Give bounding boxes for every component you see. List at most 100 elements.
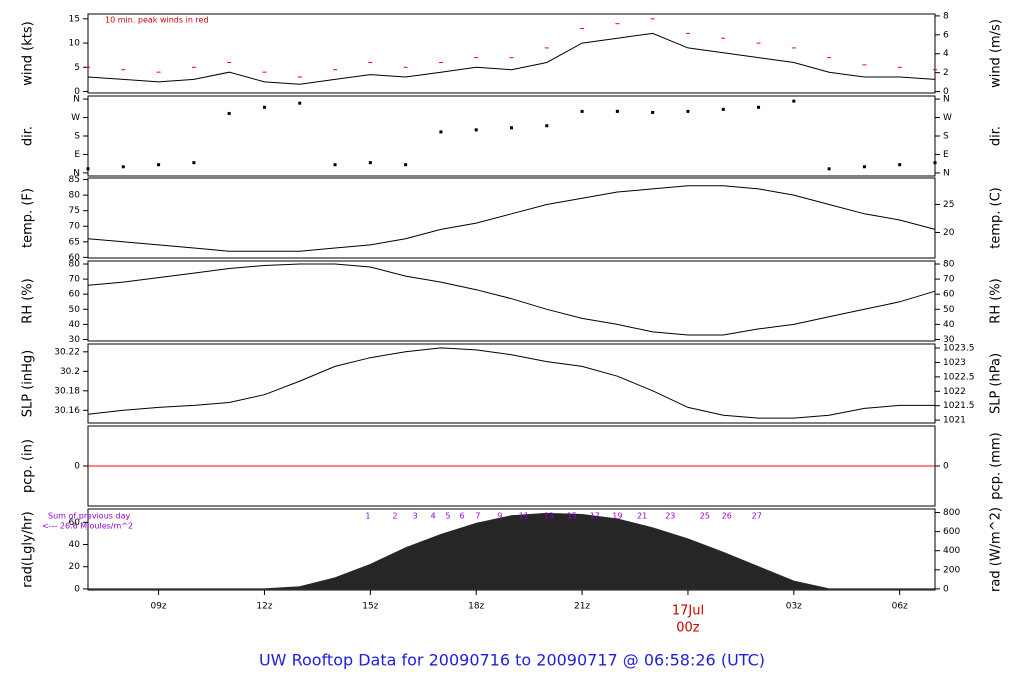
- hour-mark: 5: [445, 512, 450, 521]
- annotation: <--- 26.6 MJoules/m^2: [42, 522, 133, 531]
- data-point: [262, 71, 267, 73]
- data-point: [580, 28, 585, 30]
- y-axis-label: pcp. (in): [21, 439, 36, 493]
- data-point: [827, 57, 832, 59]
- panel-frame: [87, 13, 936, 94]
- x-tick-label: 21z: [574, 602, 590, 612]
- line: [87, 263, 936, 336]
- data-point: [474, 128, 478, 132]
- data-point: [721, 37, 726, 39]
- y-tick-label: 40: [69, 540, 81, 550]
- data-point: [227, 111, 231, 115]
- y-tick-label: 70: [69, 222, 81, 232]
- y2-tick-label: 80: [943, 260, 955, 270]
- data-point: [474, 57, 479, 59]
- data-point: [368, 61, 373, 63]
- y-tick-label: 30.16: [54, 406, 80, 416]
- hour-mark: 15: [567, 512, 577, 521]
- y-axis-label: wind (kts): [21, 21, 36, 85]
- y2-tick-label: 8: [943, 11, 949, 21]
- y2-tick-label: W: [943, 113, 952, 123]
- y-tick-label: 80: [69, 191, 81, 201]
- y2-tick-label: 25: [943, 200, 954, 210]
- line: [87, 347, 935, 419]
- y-tick-label: 50: [69, 305, 81, 315]
- y-tick-label: W: [71, 113, 80, 123]
- data-point: [827, 167, 831, 171]
- y2-tick-label: 200: [943, 565, 960, 575]
- data-point: [368, 161, 372, 165]
- data-point: [403, 66, 408, 68]
- data-point: [156, 71, 161, 73]
- hour-mark: 7: [475, 512, 480, 521]
- y-tick-label: 30: [69, 335, 81, 345]
- hour-mark: 21: [637, 512, 647, 521]
- hour-mark: 2: [392, 512, 397, 521]
- data-point: [686, 109, 690, 113]
- y-tick-label: 65: [69, 237, 80, 247]
- line: [87, 32, 936, 85]
- y-tick-label: 40: [69, 320, 81, 330]
- data-point: [897, 66, 902, 68]
- data-point: [757, 105, 761, 109]
- y2-axis-label: RH (%): [989, 278, 1004, 323]
- hour-mark: 9: [497, 512, 502, 521]
- data-point: [650, 18, 655, 20]
- y-axis-label: dir.: [21, 126, 36, 146]
- y2-tick-label: S: [943, 132, 949, 142]
- y-tick-label: 20: [69, 562, 81, 572]
- data-point: [862, 64, 867, 66]
- data-point: [862, 165, 866, 169]
- y2-tick-label: 40: [943, 320, 955, 330]
- hour-mark: 25: [700, 512, 710, 521]
- data-point: [121, 165, 125, 169]
- data-point: [615, 109, 619, 113]
- y-tick-label: 0: [74, 462, 80, 472]
- data-point: [121, 69, 126, 71]
- y-tick-label: 5: [74, 63, 80, 73]
- hour-mark: 6: [460, 512, 465, 521]
- y2-axis-label: pcp. (mm): [989, 432, 1004, 499]
- data-point: [791, 47, 796, 49]
- hour-mark: 4: [431, 512, 436, 521]
- data-point: [298, 101, 302, 105]
- y2-tick-label: 0: [943, 584, 949, 594]
- hour-mark: 11: [519, 512, 529, 521]
- y2-tick-label: 400: [943, 546, 960, 556]
- data-point: [439, 130, 443, 134]
- data-point: [685, 32, 690, 34]
- y2-tick-label: 20: [943, 228, 955, 238]
- annotation: 10 min. peak winds in red: [105, 16, 209, 25]
- hour-mark: 23: [665, 512, 675, 521]
- x-tick-label: 09z: [150, 602, 166, 612]
- y2-tick-label: 6: [943, 30, 949, 40]
- data-point: [297, 76, 302, 78]
- y-axis-label: temp. (F): [21, 188, 36, 248]
- y2-tick-label: 1023: [943, 358, 966, 368]
- data-point: [404, 163, 408, 167]
- y2-axis-label: temp. (C): [989, 187, 1004, 249]
- y2-tick-label: 1022.5: [943, 372, 975, 382]
- y2-tick-label: 30: [943, 335, 955, 345]
- y2-tick-label: 1021: [943, 416, 966, 426]
- hour-mark: 19: [612, 512, 622, 521]
- y-tick-label: 60: [69, 518, 81, 528]
- y-tick-label: 30.22: [54, 347, 80, 357]
- y2-tick-label: 800: [943, 508, 960, 518]
- x-tick-label: 00z: [676, 621, 700, 636]
- y2-axis-label: wind (m/s): [989, 19, 1004, 88]
- y2-tick-label: 1022: [943, 387, 966, 397]
- y-tick-label: 0: [74, 584, 80, 594]
- y-tick-label: N: [73, 95, 80, 105]
- panel-frame: [87, 343, 936, 424]
- hour-mark: 1: [365, 512, 370, 521]
- y2-tick-label: 4: [943, 49, 949, 59]
- data-point: [756, 42, 761, 44]
- y-tick-label: 75: [69, 206, 80, 216]
- hour-mark: 13: [544, 512, 554, 521]
- data-point: [933, 161, 937, 165]
- y2-tick-label: 600: [943, 527, 960, 537]
- data-point: [192, 161, 196, 165]
- line: [87, 185, 936, 252]
